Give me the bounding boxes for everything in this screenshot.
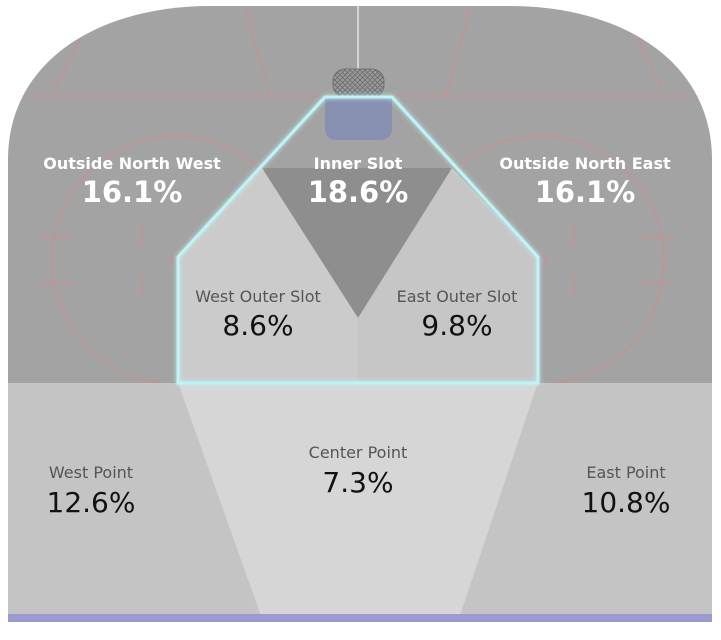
east-outer-slot-label: East Outer Slot [397,287,518,306]
goal-net [332,68,385,98]
inner-slot-pct: 18.6% [308,175,409,209]
east-outer-slot-zone [358,168,538,383]
outside-north-east-label: Outside North East [499,154,671,173]
west-outer-slot-zone [178,168,358,383]
blue-line [8,614,712,622]
center-point-label: Center Point [309,443,408,462]
east-point-pct: 10.8% [582,486,671,519]
east-point-label: East Point [586,463,665,482]
goal-crease [325,97,392,140]
slot-outline [176,95,540,385]
west-outer-slot-label: West Outer Slot [195,287,321,306]
east-outer-slot-pct: 9.8% [421,309,492,342]
inner-slot-zone [262,168,452,318]
outside-north-east-pct: 16.1% [535,175,636,209]
west-point-pct: 12.6% [47,486,136,519]
west-outer-slot-pct: 8.6% [222,309,293,342]
east-point-zone [458,383,712,622]
inner-slot-label: Inner Slot [314,154,403,173]
west-point-label: West Point [49,463,133,482]
center-point-zone [178,383,538,622]
west-point-zone [8,383,263,622]
outside-north-west-pct: 16.1% [82,175,183,209]
outside-north-west-label: Outside North West [43,154,221,173]
center-point-pct: 7.3% [322,466,393,499]
